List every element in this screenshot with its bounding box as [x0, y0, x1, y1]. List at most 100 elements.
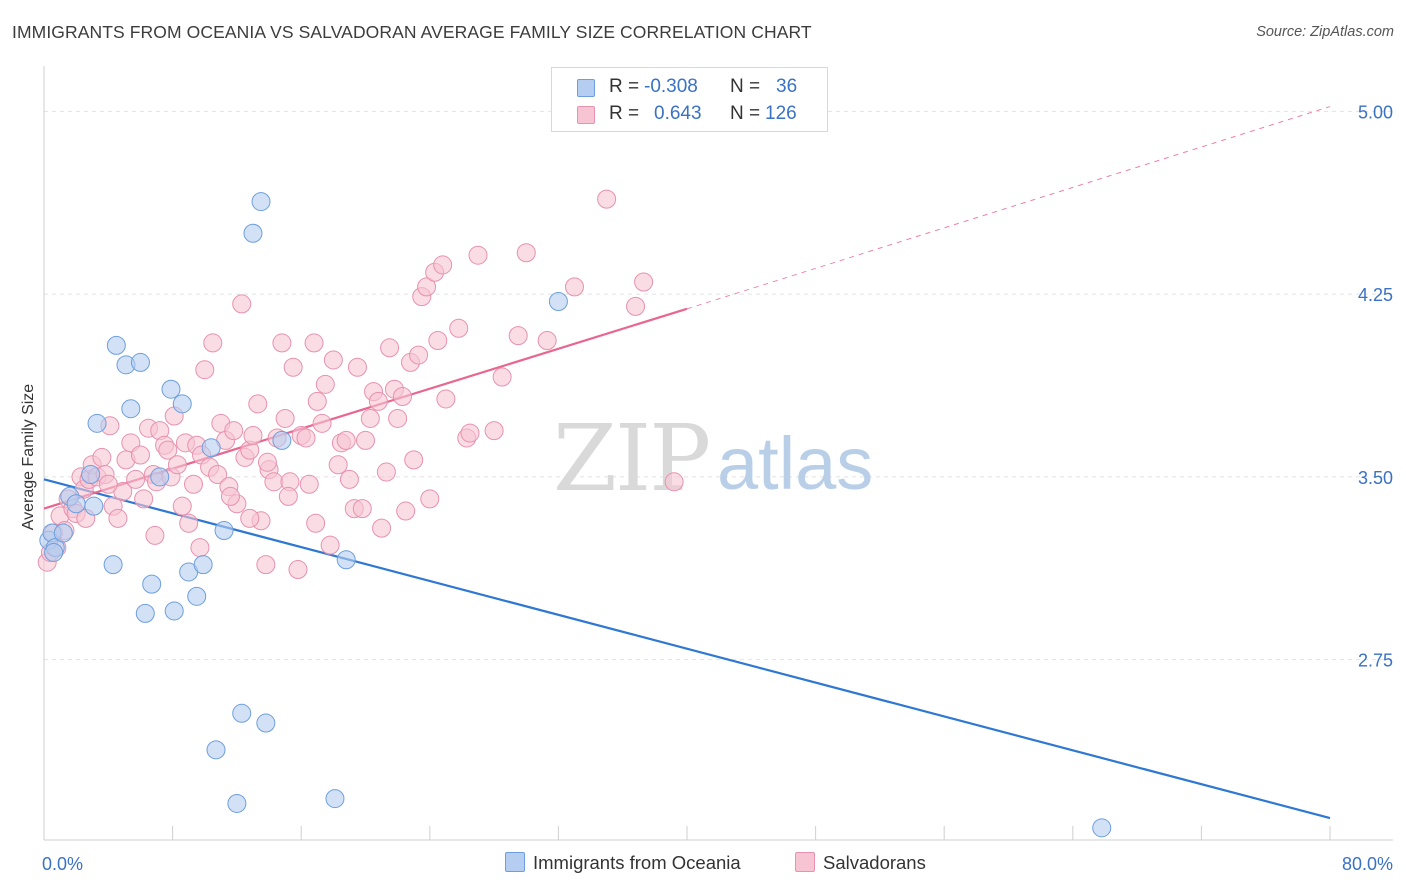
data-point — [634, 272, 654, 292]
data-point — [516, 243, 536, 263]
chart-title: IMMIGRANTS FROM OCEANIA VS SALVADORAN AV… — [12, 22, 812, 42]
legend-r-value: 0.643 — [654, 103, 702, 124]
data-point — [179, 513, 199, 533]
data-point — [134, 489, 154, 509]
data-point — [121, 399, 141, 419]
legend-r-label: R = — [609, 103, 640, 124]
data-point — [484, 421, 504, 441]
data-point — [339, 469, 359, 489]
chart-source: Source: ZipAtlas.com — [1256, 24, 1394, 40]
data-point — [396, 501, 416, 521]
watermark-atlas: atlas — [717, 422, 873, 505]
data-point — [201, 438, 221, 458]
data-point — [172, 394, 192, 414]
data-point — [220, 486, 240, 506]
data-point — [275, 408, 295, 428]
trend-line-blue — [43, 478, 1331, 820]
data-point — [164, 601, 184, 621]
data-point — [492, 367, 512, 387]
pink-swatch-icon — [577, 106, 595, 124]
data-point — [190, 538, 210, 558]
data-point — [145, 525, 165, 545]
axes — [43, 66, 1393, 841]
data-point — [372, 518, 392, 538]
legend-label: Immigrants from Oceania — [533, 852, 741, 873]
legend-row-blue: R = -0.308 N = 36 — [552, 74, 827, 100]
series-immigrants-from-oceania — [39, 192, 1112, 838]
data-point — [320, 535, 340, 555]
data-point — [433, 255, 453, 275]
data-point — [312, 413, 332, 433]
data-point — [92, 447, 112, 467]
data-point — [428, 330, 448, 350]
data-point — [328, 455, 348, 475]
x-tick-label-min: 0.0% — [42, 854, 83, 874]
data-point — [597, 189, 617, 209]
data-point — [664, 472, 684, 492]
data-point — [272, 430, 292, 450]
data-point — [468, 245, 488, 265]
data-point — [135, 603, 155, 623]
data-point — [161, 379, 181, 399]
gridlines — [44, 110, 1393, 661]
data-point — [195, 360, 215, 380]
data-point — [347, 357, 367, 377]
blue-swatch-icon — [505, 852, 525, 872]
y-axis-label: Average Family Size — [20, 384, 37, 531]
data-point — [564, 277, 584, 297]
data-point — [307, 391, 327, 411]
data-point — [315, 374, 335, 394]
data-point — [106, 335, 126, 355]
data-point — [232, 703, 252, 723]
data-point — [1092, 818, 1112, 838]
data-point — [296, 428, 316, 448]
data-point — [248, 394, 268, 414]
legend-n-value: 36 — [776, 76, 798, 97]
data-point — [243, 223, 263, 243]
data-point — [214, 521, 234, 541]
data-point — [508, 326, 528, 346]
y-tick-label: 4.25 — [1358, 285, 1393, 305]
data-point — [323, 350, 343, 370]
data-point — [108, 508, 128, 528]
data-point — [87, 413, 107, 433]
data-point — [53, 523, 73, 543]
data-point — [158, 440, 178, 460]
data-point — [356, 430, 375, 450]
data-point — [240, 508, 260, 528]
legend-r-label: R = — [609, 76, 640, 97]
data-point — [306, 513, 326, 533]
data-point — [81, 464, 101, 484]
data-point — [66, 494, 86, 514]
pink-swatch-icon — [795, 852, 815, 872]
data-point — [126, 469, 146, 489]
data-point — [256, 713, 276, 733]
data-point — [84, 496, 104, 516]
data-point — [548, 291, 568, 311]
data-point — [360, 408, 380, 428]
data-point — [409, 345, 429, 365]
legend-r-value: -0.308 — [644, 76, 698, 97]
data-point — [537, 330, 557, 350]
data-point — [172, 496, 192, 516]
correlation-legend: R = -0.308 N = 36 R = 0.643 N = 126 — [551, 67, 828, 132]
y-tick-labels: 2.75 3.50 4.25 5.00 — [1358, 102, 1393, 670]
data-point — [208, 464, 228, 484]
legend-item-salvadorans[interactable]: Salvadorans — [795, 852, 926, 876]
data-point — [142, 574, 162, 594]
y-tick-label: 5.00 — [1358, 102, 1393, 122]
data-point — [256, 555, 276, 575]
data-point — [460, 423, 480, 443]
data-point — [352, 499, 372, 519]
data-point — [130, 352, 150, 372]
data-point — [167, 455, 187, 475]
data-point — [304, 333, 324, 353]
data-point — [103, 555, 123, 575]
data-point — [183, 474, 203, 494]
legend-item-immigrants-from-oceania[interactable]: Immigrants from Oceania — [505, 852, 741, 876]
data-point — [283, 357, 303, 377]
y-tick-label: 3.50 — [1358, 468, 1393, 488]
data-point — [272, 333, 292, 353]
data-point — [203, 333, 223, 353]
data-point — [392, 387, 412, 407]
